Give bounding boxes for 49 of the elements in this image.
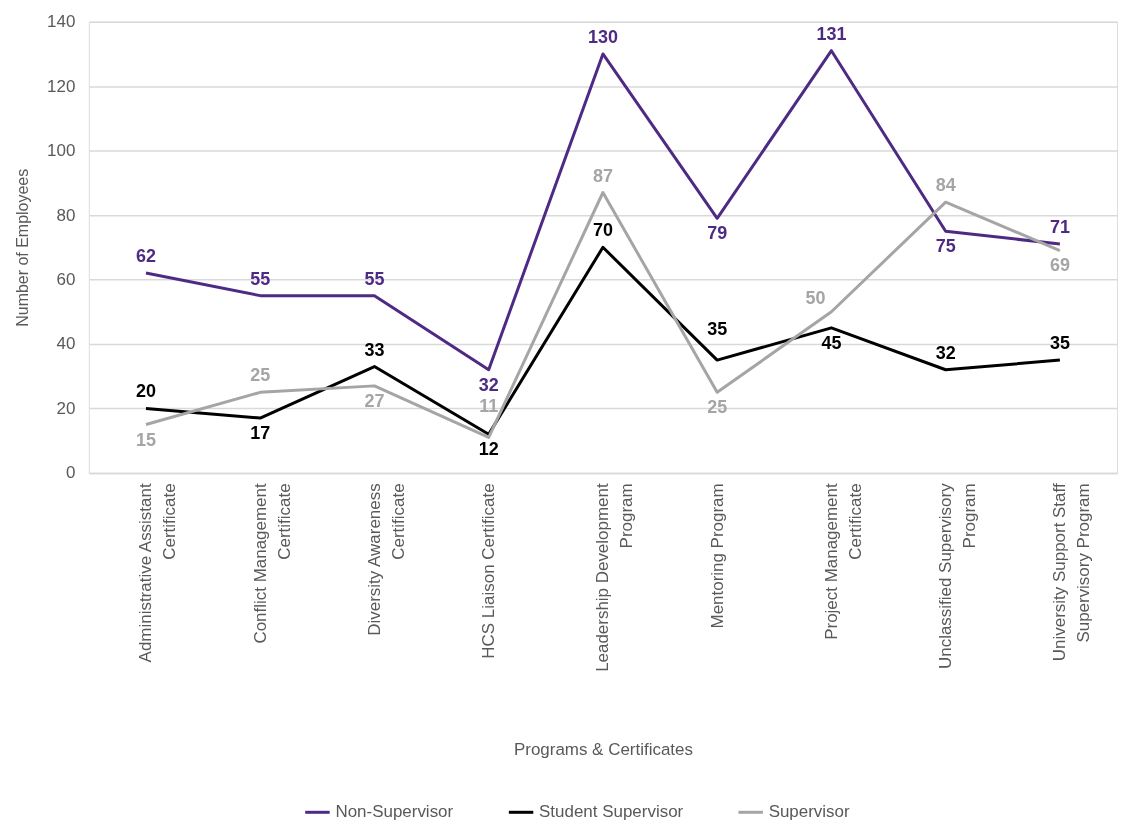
y-tick-label: 60 <box>56 270 76 290</box>
data-label: 62 <box>135 246 156 267</box>
data-label: 15 <box>135 429 156 450</box>
x-tick-label: Administrative Assistant Certificate <box>136 483 180 663</box>
data-label: 50 <box>805 287 826 308</box>
legend-label: Supervisor <box>768 802 851 822</box>
y-tick-label: 40 <box>56 334 76 354</box>
data-label: 55 <box>364 268 385 289</box>
x-axis-title: Programs & Certificates <box>513 739 693 759</box>
data-label: 69 <box>1049 255 1070 276</box>
data-label: 45 <box>821 332 842 353</box>
y-axis-title: Number of Employees <box>14 168 32 327</box>
data-label: 71 <box>1049 217 1070 238</box>
data-label: 25 <box>707 397 728 418</box>
x-tick-label: Unclassified Supervisory Program <box>936 482 980 669</box>
data-label: 79 <box>707 223 728 244</box>
y-tick-label: 20 <box>56 398 76 418</box>
x-tick-label: Conflict Management Certificate <box>250 483 294 644</box>
data-label: 70 <box>592 220 613 241</box>
legend-label: Student Supervisor <box>539 802 684 822</box>
legend-label: Non-Supervisor <box>335 802 454 822</box>
y-tick-label: 80 <box>56 205 76 225</box>
data-label: 131 <box>816 23 847 44</box>
data-label: 84 <box>935 175 956 196</box>
data-label: 33 <box>364 339 385 360</box>
data-label: 130 <box>587 26 618 47</box>
data-label: 75 <box>935 236 956 257</box>
data-label: 27 <box>364 390 385 411</box>
x-tick-label: Project Management Certificate <box>821 483 865 640</box>
x-tick-label: University Support Staff Supervisory Program <box>1050 483 1094 662</box>
y-tick-label: 0 <box>65 463 76 483</box>
y-tick-label: 120 <box>47 76 76 96</box>
x-tick-label: Mentoring Program <box>707 483 727 629</box>
data-label: 35 <box>707 319 728 340</box>
data-label: 35 <box>1049 333 1070 354</box>
data-label: 25 <box>250 365 271 386</box>
data-label: 11 <box>479 396 499 417</box>
data-label: 17 <box>250 423 271 444</box>
data-label: 87 <box>592 165 613 186</box>
y-tick-label: 140 <box>47 12 76 32</box>
x-tick-label: HCS Liaison Certificate <box>479 483 499 659</box>
data-label: 55 <box>250 268 271 289</box>
x-tick-label: Diversity Awareness Certificate <box>364 483 408 636</box>
data-label: 20 <box>135 381 156 402</box>
x-tick-label: Leadership Development Program <box>593 483 637 672</box>
data-label: 12 <box>478 439 499 460</box>
y-tick-label: 100 <box>47 141 76 161</box>
data-label: 32 <box>478 374 499 395</box>
data-label: 32 <box>935 342 956 363</box>
